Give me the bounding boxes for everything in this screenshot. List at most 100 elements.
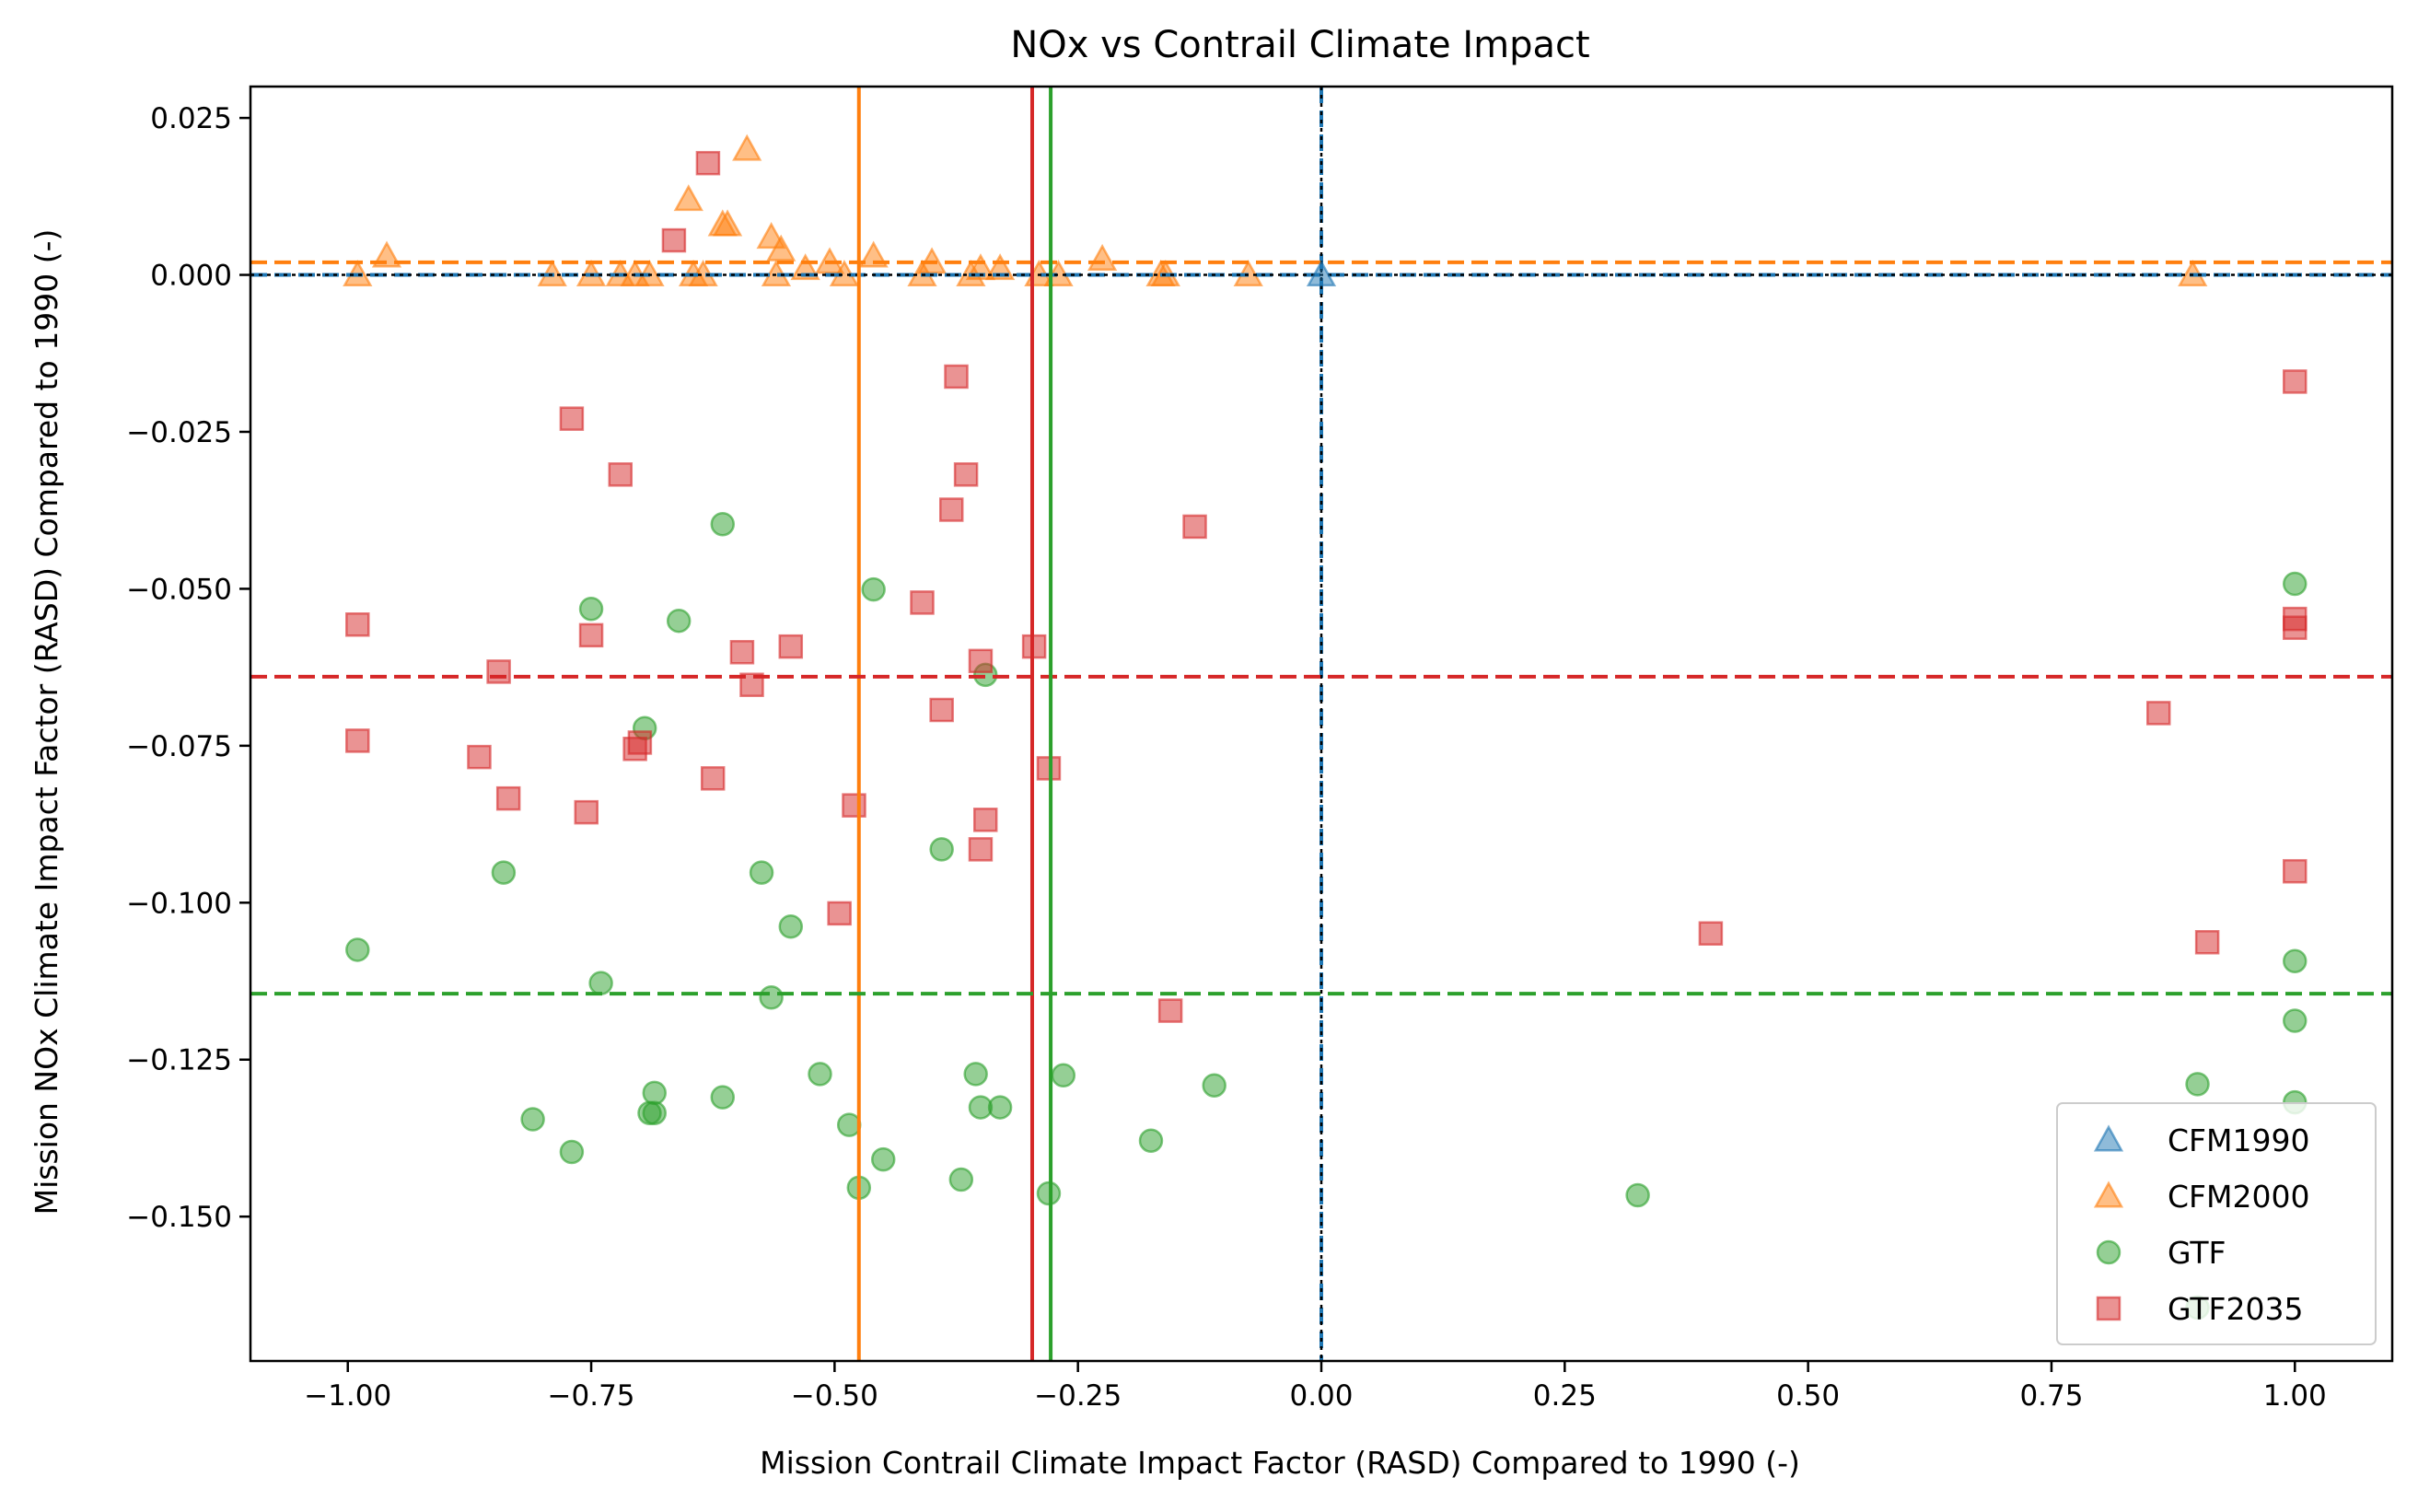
legend-label-cfm1990: CFM1990 [2168, 1122, 2309, 1158]
point-gtf2035-24 [968, 648, 994, 674]
point-gtf-20 [870, 1146, 896, 1172]
point-gtf2035-28 [1036, 756, 1062, 781]
point-gtf-2 [520, 1107, 545, 1132]
point-gtf-13 [749, 860, 774, 885]
point-gtf2035-21 [944, 364, 969, 390]
point-cfm2000-7 [673, 184, 703, 212]
point-gtf-12 [710, 1085, 736, 1110]
point-cfm2000-15 [766, 234, 796, 262]
point-gtf2035-27 [1021, 634, 1047, 659]
y-tick-label-1: 0.000 [150, 260, 232, 293]
plot-area: −1.00 −0.75 −0.50 −0.25 0.00 0.25 0.50 0.75 1.00… [126, 85, 2394, 1413]
legend-label-cfm2000: CFM2000 [2168, 1179, 2309, 1215]
legend-box [2056, 1102, 2377, 1345]
point-gtf2035-7 [578, 622, 604, 648]
x-tick-label-7: 0.75 [2019, 1379, 2083, 1413]
x-tick-label-2: −0.50 [791, 1379, 878, 1413]
point-cfm2000-11 [712, 209, 743, 237]
point-gtf2035-31 [1698, 921, 1724, 946]
point-gtf-8 [642, 1100, 668, 1125]
point-gtf2035-2 [467, 744, 492, 770]
point-cfm2000-12 [732, 134, 762, 161]
point-cfm1990-0 [1306, 259, 1337, 286]
point-gtf2035-37 [2283, 858, 2308, 884]
legend-marker-gtf [2096, 1239, 2122, 1265]
point-gtf-3 [559, 1139, 585, 1165]
point-gtf-1 [491, 860, 517, 885]
point-gtf2035-33 [2194, 930, 2220, 955]
point-gtf-32 [2185, 1072, 2210, 1097]
point-gtf2035-12 [695, 150, 721, 176]
x-tick-label-6: 0.50 [1776, 1379, 1840, 1413]
y-tick-label-7: −0.150 [126, 1201, 232, 1234]
point-gtf-36 [2283, 1008, 2308, 1033]
point-gtf2035-0 [345, 612, 370, 637]
point-gtf-9 [642, 1080, 668, 1106]
point-gtf2035-14 [729, 640, 755, 665]
point-gtf2035-1 [345, 728, 370, 753]
point-gtf2035-3 [486, 659, 511, 684]
point-gtf-23 [963, 1062, 988, 1087]
point-gtf2035-30 [1182, 514, 1207, 540]
point-gtf-35 [2283, 948, 2308, 973]
point-gtf-5 [588, 971, 613, 995]
point-gtf-15 [778, 913, 804, 939]
point-gtf2035-22 [938, 497, 964, 522]
point-gtf-26 [987, 1095, 1013, 1120]
point-gtf-28 [1051, 1063, 1076, 1088]
point-gtf2035-11 [661, 227, 687, 253]
point-gtf-27 [1036, 1181, 1062, 1206]
y-axis-label: Mission NOx Climate Impact Factor (RASD)… [29, 229, 64, 1215]
y-tick-label-2: −0.025 [126, 416, 232, 449]
point-gtf-19 [861, 576, 886, 602]
point-gtf-10 [666, 608, 692, 634]
chart-title: NOx vs Contrail Climate Impact [1010, 24, 1589, 66]
legend-marker-cfm1990 [2093, 1124, 2124, 1152]
x-tick-label-3: −0.25 [1034, 1379, 1122, 1413]
point-gtf2035-26 [972, 808, 998, 832]
legend: CFM1990 CFM2000 GTF GTF2035 [2056, 1102, 2377, 1345]
legend-marker-cfm2000 [2093, 1181, 2124, 1208]
legend-label-gtf: GTF [2168, 1235, 2226, 1271]
y-tick-label-5: −0.100 [126, 887, 232, 920]
point-gtf2035-10 [627, 730, 653, 755]
y-tick-label-3: −0.050 [126, 573, 232, 606]
point-gtf2035-15 [739, 672, 764, 697]
point-gtf2035-5 [559, 406, 585, 431]
point-gtf2035-17 [827, 901, 852, 926]
point-gtf-16 [808, 1062, 832, 1087]
point-gtf2035-25 [968, 837, 994, 862]
point-gtf-0 [345, 937, 370, 962]
point-gtf-31 [1625, 1182, 1650, 1208]
point-gtf2035-6 [574, 799, 599, 825]
point-gtf2035-32 [2146, 701, 2171, 726]
x-tick-label-1: −0.75 [548, 1379, 635, 1413]
y-tick-label-0: 0.025 [150, 102, 232, 135]
point-gtf-29 [1138, 1128, 1164, 1153]
x-axis-label: Mission Contrail Climate Impact Factor (… [760, 1445, 1800, 1481]
point-gtf-11 [710, 511, 736, 537]
point-gtf2035-13 [700, 766, 726, 791]
point-gtf2035-4 [495, 785, 521, 811]
x-tick-label-5: 0.25 [1533, 1379, 1597, 1413]
point-gtf2035-34 [2283, 369, 2308, 394]
point-gtf2035-19 [910, 590, 935, 615]
point-gtf-4 [578, 596, 604, 622]
point-gtf2035-20 [929, 697, 954, 723]
point-gtf-22 [948, 1167, 974, 1192]
point-gtf2035-29 [1157, 998, 1183, 1023]
legend-marker-gtf2035 [2096, 1296, 2122, 1321]
x-tick-label-4: 0.00 [1289, 1379, 1353, 1413]
y-tick-label-6: −0.125 [126, 1044, 232, 1077]
point-gtf-14 [759, 985, 784, 1010]
plot-marks [250, 87, 2392, 1361]
point-gtf2035-18 [842, 793, 866, 818]
point-gtf2035-23 [953, 462, 979, 487]
y-tick-label-4: −0.075 [126, 730, 232, 763]
point-gtf2035-8 [608, 462, 634, 487]
x-tick-label-0: −1.00 [304, 1379, 391, 1413]
point-gtf2035-36 [2283, 615, 2308, 640]
x-tick-label-8: 1.00 [2263, 1379, 2327, 1413]
